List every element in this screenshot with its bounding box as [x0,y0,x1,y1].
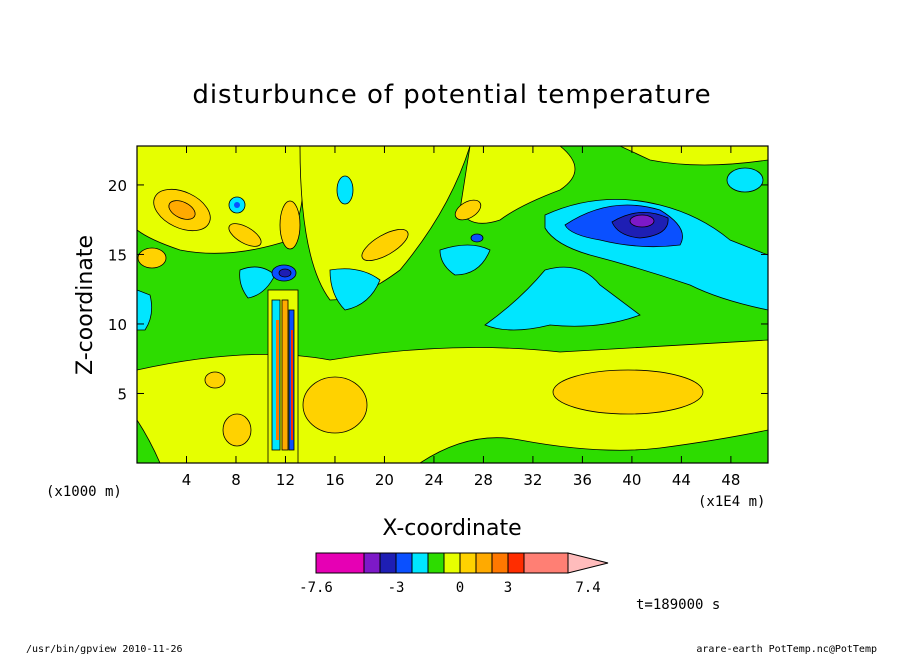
colorbar-swatch-9 [491,552,509,574]
colorbar-label-1: -3 [388,580,405,596]
colorbar-label-4: 7.4 [575,580,600,596]
x-unit-left: (x1000 m) [46,484,122,500]
y-axis-ticks: 5 10 15 20 [108,177,768,403]
colorbar-swatch-0 [315,552,365,574]
colorbar-swatch-1 [363,552,381,574]
colorbar-swatch-3 [395,552,413,574]
x-tick-label-2: 12 [276,471,295,489]
y-tick-label-2: 15 [108,246,127,264]
colorbar [315,552,609,574]
colorbar-arrow [567,552,609,574]
x-unit-right: (x1E4 m) [698,494,765,510]
colorbar-label-0: -7.6 [299,580,333,596]
colorbar-swatch-7 [459,552,477,574]
colorbar-tick-labels: -7.6 -3 0 3 7.4 [299,580,601,596]
chart-title: disturbunce of potential temperature [192,80,711,110]
x-tick-label-8: 36 [573,471,592,489]
colorbar-swatch-4 [411,552,429,574]
colorbar-swatch-8 [475,552,493,574]
y-tick-label-0: 5 [117,385,127,403]
colorbar-swatch-5 [427,552,445,574]
colorbar-swatch-6 [443,552,461,574]
footer-left: /usr/bin/gpview 2010-11-26 [26,644,183,654]
colorbar-swatch-2 [379,552,397,574]
colorbar-swatch-11 [523,552,569,574]
colorbar-label-2: 0 [456,580,464,596]
colorbar-label-3: 3 [504,580,512,596]
time-label: t=189000 s [636,597,720,613]
x-tick-label-0: 4 [182,471,192,489]
x-tick-label-4: 20 [375,471,394,489]
x-axis-label: X-coordinate [382,516,521,541]
y-tick-label-1: 10 [108,316,127,334]
plot-frame [136,145,769,464]
y-axis-label: Z-coordinate [73,235,98,375]
x-tick-label-5: 24 [424,471,443,489]
x-tick-label-11: 48 [721,471,740,489]
x-tick-label-3: 16 [325,471,344,489]
x-tick-label-9: 40 [622,471,641,489]
colorbar-swatch-10 [507,552,525,574]
footer-right: arare-earth_PotTemp.nc@PotTemp [696,644,877,654]
x-axis-ticks: 4 8 12 16 20 24 28 32 36 40 44 48 [182,146,740,489]
x-tick-label-10: 44 [672,471,691,489]
y-tick-label-3: 20 [108,177,127,195]
x-tick-label-7: 32 [523,471,542,489]
contour-plot [137,146,768,463]
x-tick-label-1: 8 [231,471,241,489]
x-tick-label-6: 28 [474,471,493,489]
